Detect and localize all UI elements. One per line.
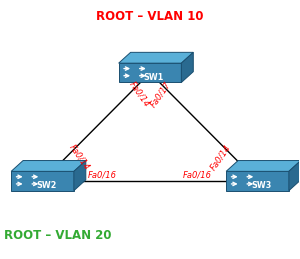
Text: ROOT – VLAN 20: ROOT – VLAN 20 <box>4 229 111 242</box>
Text: Fa0/16: Fa0/16 <box>88 170 117 179</box>
Polygon shape <box>226 171 289 191</box>
Text: SW3: SW3 <box>251 181 271 190</box>
Polygon shape <box>11 161 86 171</box>
Polygon shape <box>289 161 300 191</box>
Text: SW1: SW1 <box>143 73 164 82</box>
Text: Fa0/16: Fa0/16 <box>183 170 212 179</box>
Text: Fa0/14: Fa0/14 <box>128 80 152 109</box>
Polygon shape <box>226 161 300 171</box>
Text: Fa0/17: Fa0/17 <box>148 80 172 109</box>
Text: Fa0/14: Fa0/14 <box>68 143 92 172</box>
Polygon shape <box>182 52 193 82</box>
Text: Fa0/14: Fa0/14 <box>208 143 232 172</box>
Polygon shape <box>118 52 193 63</box>
Text: ROOT – VLAN 10: ROOT – VLAN 10 <box>96 10 204 23</box>
Polygon shape <box>11 171 74 191</box>
Polygon shape <box>74 161 86 191</box>
Polygon shape <box>118 63 182 82</box>
Text: SW2: SW2 <box>36 181 56 190</box>
